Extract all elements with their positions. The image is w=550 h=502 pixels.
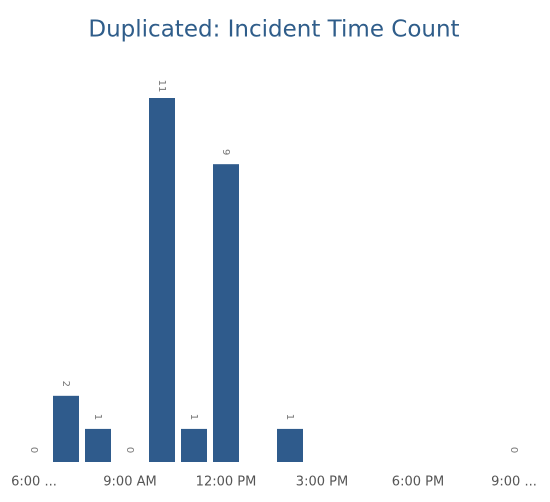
data-label: 0 (28, 447, 39, 453)
x-tick-label: 9:00 AM (103, 475, 156, 490)
data-label: 1 (92, 414, 103, 420)
x-tick-label: 6:00 ... (11, 475, 57, 490)
x-tick-label: 6:00 PM (392, 475, 444, 490)
data-label: 9 (220, 149, 231, 155)
bar (277, 428, 303, 462)
x-tick-label: 3:00 PM (296, 475, 348, 490)
data-label: 0 (124, 447, 135, 453)
data-label: 2 (60, 381, 71, 387)
data-label: 0 (508, 447, 519, 453)
bar (85, 428, 111, 462)
bar (181, 428, 207, 462)
bar (149, 98, 175, 462)
data-label: 1 (188, 414, 199, 420)
data-label: 1 (284, 414, 295, 420)
chart-title: Duplicated: Incident Time Count (88, 17, 459, 43)
bar (53, 395, 79, 462)
data-label: 11 (156, 80, 167, 93)
bar (213, 164, 239, 462)
x-tick-label: 12:00 PM (196, 475, 257, 490)
x-tick-label: 9:00 ... (491, 475, 537, 490)
